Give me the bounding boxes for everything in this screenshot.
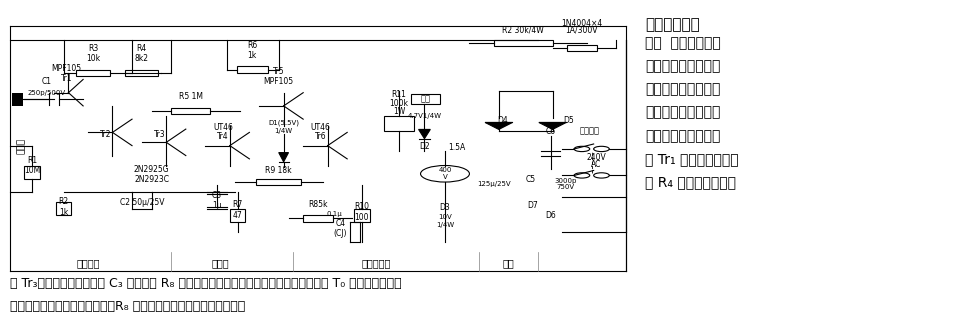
Text: D7: D7 xyxy=(528,201,537,210)
Text: R2
1k: R2 1k xyxy=(59,197,68,216)
Text: Tr2: Tr2 xyxy=(100,130,111,139)
Text: 经 Tr₃（相当于二极管）对 C₃ 充电，在 R₈ 上产生直流输出电压，此电压加到单结晶体管 T₀ 使之发生弛张振: 经 Tr₃（相当于二极管）对 C₃ 充电，在 R₈ 上产生直流输出电压，此电压加… xyxy=(10,276,401,290)
Text: R10
100: R10 100 xyxy=(354,202,369,221)
Text: 8k2: 8k2 xyxy=(135,54,149,63)
Text: 100k: 100k xyxy=(389,99,408,108)
Text: 放大器、存储器、交: 放大器、存储器、交 xyxy=(645,59,720,73)
Text: Tr6: Tr6 xyxy=(315,132,326,141)
Text: 1/4W: 1/4W xyxy=(436,222,453,228)
Bar xyxy=(24,166,40,179)
Bar xyxy=(384,116,413,131)
Text: 3000p: 3000p xyxy=(554,178,575,184)
Text: C2 50μ/25V: C2 50μ/25V xyxy=(119,198,164,207)
Text: 10k: 10k xyxy=(86,54,100,63)
Text: MPF105: MPF105 xyxy=(264,77,293,86)
Text: 0.1μ: 0.1μ xyxy=(326,211,342,217)
Text: 125μ/25V: 125μ/25V xyxy=(477,181,510,187)
Text: 一个小的交流信号加: 一个小的交流信号加 xyxy=(645,129,720,143)
Bar xyxy=(567,45,596,51)
Text: 荡触发可控硅。触摸时间越长，R₈ 上电压越大，移开手指负载断开。: 荡触发可控硅。触摸时间越长，R₈ 上电压越大，移开手指负载断开。 xyxy=(10,300,245,313)
Text: 750V: 750V xyxy=(556,184,573,190)
Text: 指触摸绝缘金属板，: 指触摸绝缘金属板， xyxy=(645,106,720,119)
Bar xyxy=(76,70,109,76)
Bar xyxy=(236,66,268,73)
Bar xyxy=(303,215,332,222)
Text: D4: D4 xyxy=(496,116,507,125)
Text: C6: C6 xyxy=(545,127,555,136)
Text: R2 30k/4W: R2 30k/4W xyxy=(502,26,543,35)
Text: Tr4: Tr4 xyxy=(217,132,229,141)
Polygon shape xyxy=(418,129,430,139)
Text: 在 R₄ 上产生方波，又: 在 R₄ 上产生方波，又 xyxy=(645,175,736,189)
Text: 1W: 1W xyxy=(393,107,404,116)
Text: 负载: 负载 xyxy=(420,95,430,104)
Text: R1
10M: R1 10M xyxy=(24,156,40,175)
Text: R6: R6 xyxy=(247,41,257,50)
Text: 4.7V1/4W: 4.7V1/4W xyxy=(407,113,441,119)
Text: C4
(CJ): C4 (CJ) xyxy=(333,219,347,238)
Bar xyxy=(230,209,245,222)
Text: 隔离开关: 隔离开关 xyxy=(579,127,599,136)
Bar xyxy=(12,93,23,106)
Text: 单结管单元: 单结管单元 xyxy=(361,258,391,268)
Bar xyxy=(256,179,301,185)
Text: 开关  该电路由感应: 开关 该电路由感应 xyxy=(645,36,720,50)
Bar xyxy=(56,202,71,215)
Polygon shape xyxy=(538,122,566,129)
Text: 1/4W: 1/4W xyxy=(275,128,292,134)
Text: D6: D6 xyxy=(545,211,555,220)
Polygon shape xyxy=(278,153,288,162)
Text: R85k: R85k xyxy=(308,200,327,209)
Text: 1A/300V: 1A/300V xyxy=(565,26,598,35)
Text: MPF105: MPF105 xyxy=(52,64,81,73)
Text: 流驱动器等组成。手: 流驱动器等组成。手 xyxy=(645,82,720,96)
Text: 2N2925G: 2N2925G xyxy=(134,165,169,174)
Text: 240V: 240V xyxy=(586,153,606,162)
Text: R7
47: R7 47 xyxy=(233,201,242,220)
Text: 感应放大: 感应放大 xyxy=(76,258,100,268)
Text: C3
1μ: C3 1μ xyxy=(212,191,222,210)
Text: 存储器: 存储器 xyxy=(211,258,229,268)
Text: 1.5A: 1.5A xyxy=(447,143,465,152)
Text: 分立元件触摸: 分立元件触摸 xyxy=(645,17,700,32)
Text: R4: R4 xyxy=(137,44,147,53)
Bar xyxy=(410,94,440,104)
Text: D5: D5 xyxy=(563,116,573,125)
Bar xyxy=(125,70,158,76)
Text: R11: R11 xyxy=(391,90,406,99)
Bar xyxy=(493,40,552,46)
Text: 400
V: 400 V xyxy=(438,167,451,180)
Text: UT46: UT46 xyxy=(311,123,330,132)
Text: D3: D3 xyxy=(440,203,449,212)
Text: C5: C5 xyxy=(526,175,535,184)
Text: D2: D2 xyxy=(419,142,429,151)
Text: Tr1: Tr1 xyxy=(61,74,72,83)
Text: 1N4004×4: 1N4004×4 xyxy=(561,19,602,28)
Text: 1k: 1k xyxy=(247,51,257,60)
Text: R3: R3 xyxy=(88,44,98,53)
Text: R5 1M: R5 1M xyxy=(179,92,202,101)
Text: 2N2923C: 2N2923C xyxy=(134,175,169,184)
Text: 隔离板: 隔离板 xyxy=(17,138,26,154)
Text: Tr3: Tr3 xyxy=(153,130,165,139)
Bar xyxy=(171,108,210,114)
Text: Tr5: Tr5 xyxy=(273,67,284,76)
Text: R9 18k: R9 18k xyxy=(265,166,292,175)
Text: 电源: 电源 xyxy=(502,258,514,268)
Text: AC: AC xyxy=(591,160,601,169)
Text: 到 Tr₁ 的栅极，经放大: 到 Tr₁ 的栅极，经放大 xyxy=(645,152,739,166)
Text: 250p/500V: 250p/500V xyxy=(28,90,65,96)
Text: C1: C1 xyxy=(42,77,52,86)
Text: 10V: 10V xyxy=(438,214,451,220)
Text: D1(5.5V): D1(5.5V) xyxy=(268,119,299,126)
Text: UT46: UT46 xyxy=(213,123,233,132)
Polygon shape xyxy=(485,122,512,129)
Bar xyxy=(354,209,369,222)
